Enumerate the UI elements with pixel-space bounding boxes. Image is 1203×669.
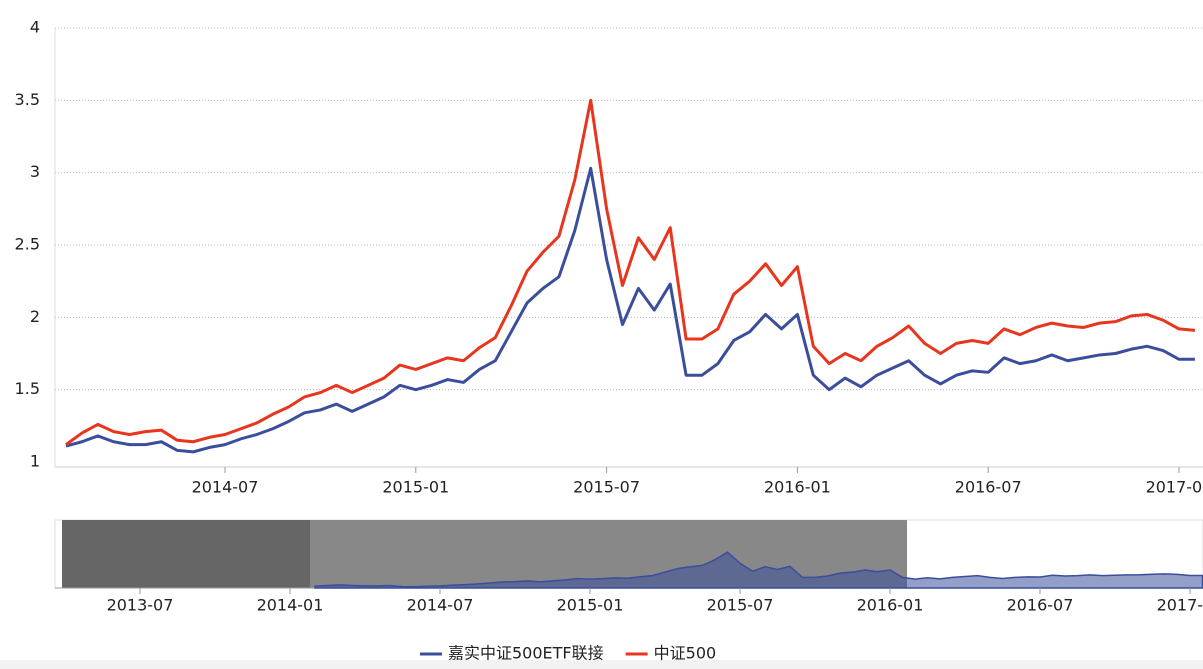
footer-strip xyxy=(0,660,1203,669)
y-tick-label: 3.5 xyxy=(15,90,40,109)
navigator-shade-dark xyxy=(62,520,310,588)
x-tick-label: 2017-01 xyxy=(1146,478,1203,497)
series-line xyxy=(65,98,1196,446)
y-tick-label: 4 xyxy=(30,18,40,37)
navigator-label: 2016-07 xyxy=(1007,596,1074,615)
navigator-area xyxy=(314,551,1203,589)
y-tick-label: 2.5 xyxy=(15,235,40,254)
legend-label[interactable]: 嘉实中证500ETF联接 xyxy=(448,644,604,663)
x-tick-label: 2016-01 xyxy=(764,478,831,497)
x-tick-label: 2015-07 xyxy=(573,478,640,497)
navigator-label: 2017-01 xyxy=(1157,596,1203,615)
y-tick-label: 1 xyxy=(30,452,40,471)
series-line xyxy=(65,166,1195,454)
legend-label[interactable]: 中证500 xyxy=(654,644,717,663)
navigator-label: 2014-01 xyxy=(257,596,324,615)
navigator-label: 2015-01 xyxy=(557,596,624,615)
navigator-label: 2015-07 xyxy=(707,596,774,615)
navigator-label: 2014-07 xyxy=(407,596,474,615)
y-tick-label: 3 xyxy=(30,162,40,181)
y-tick-label: 2 xyxy=(30,307,40,326)
x-tick-label: 2014-07 xyxy=(192,478,259,497)
navigator-label: 2013-07 xyxy=(107,596,174,615)
y-tick-label: 1.5 xyxy=(15,379,40,398)
x-tick-label: 2016-07 xyxy=(955,478,1022,497)
x-tick-label: 2015-01 xyxy=(382,478,449,497)
navigator-label: 2016-01 xyxy=(857,596,924,615)
